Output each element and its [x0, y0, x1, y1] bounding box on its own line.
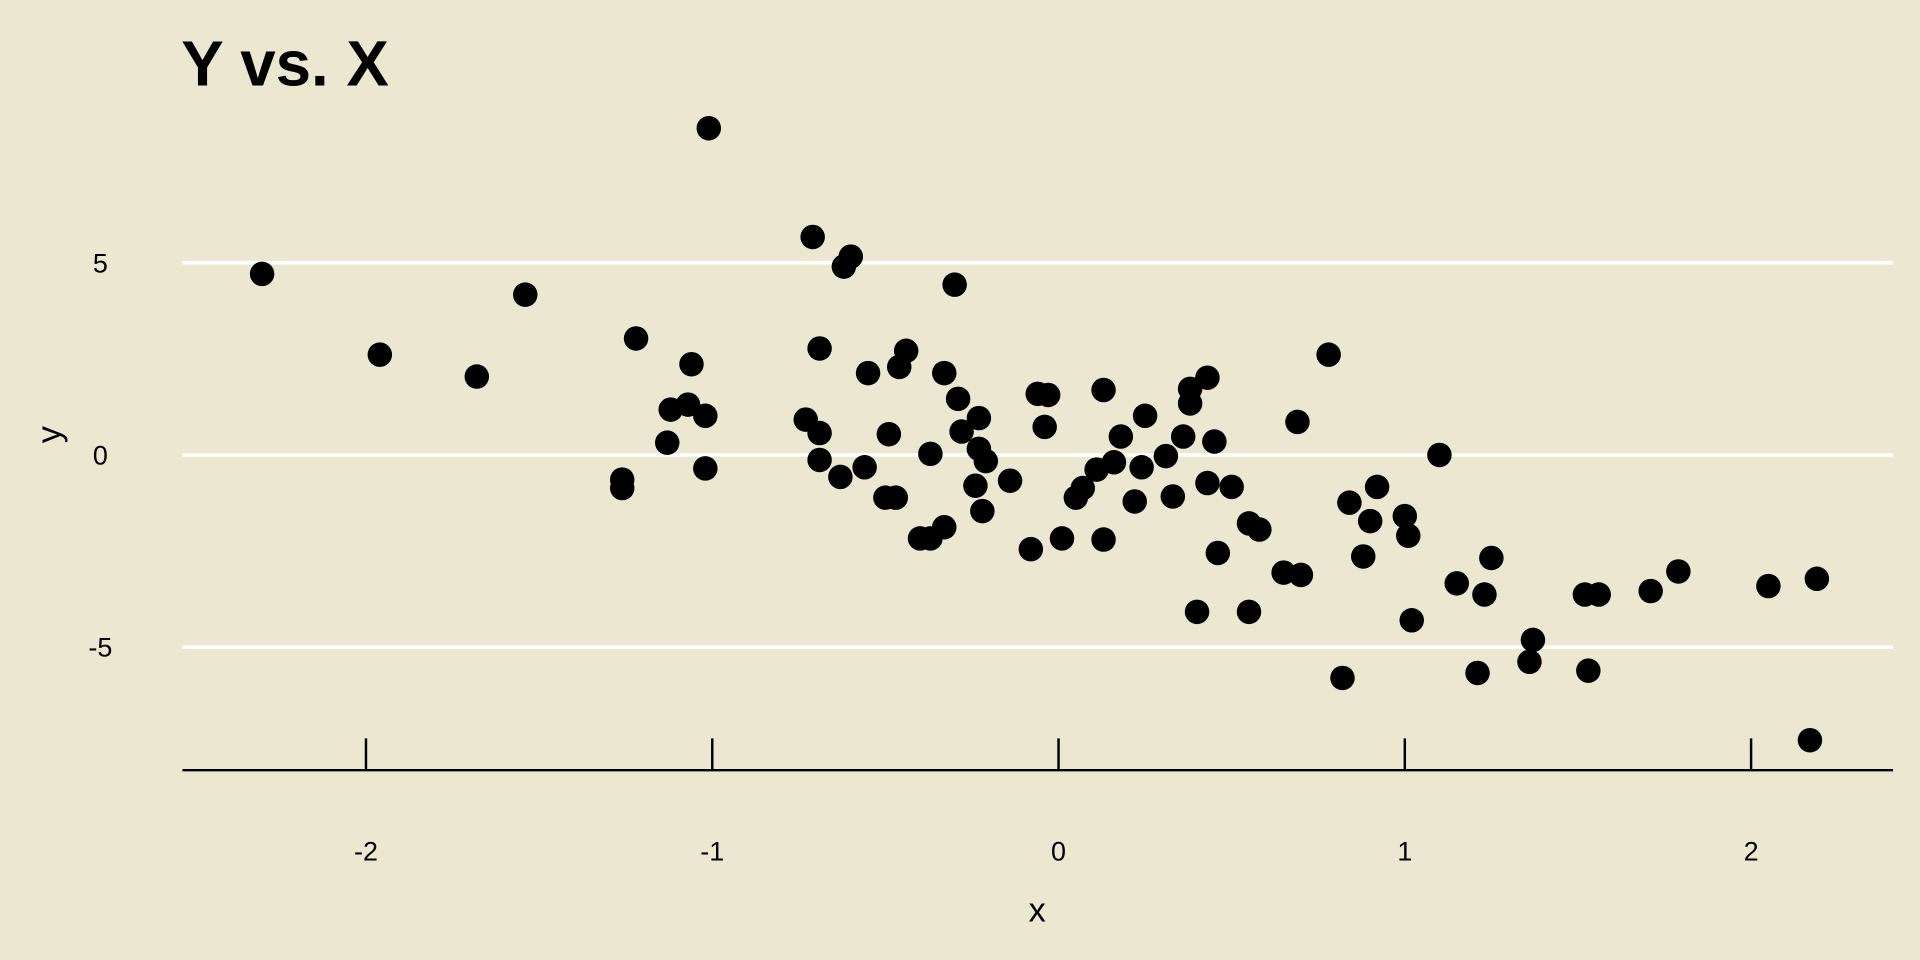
point	[852, 455, 877, 480]
point	[464, 364, 490, 389]
point	[883, 485, 909, 510]
point	[828, 464, 853, 490]
point	[1032, 414, 1057, 440]
point	[1219, 474, 1244, 500]
point	[1160, 484, 1186, 509]
point	[1202, 429, 1227, 454]
point	[1205, 540, 1231, 566]
point	[1472, 582, 1497, 607]
point	[1396, 523, 1421, 548]
point	[831, 254, 857, 279]
point	[1479, 545, 1504, 571]
point	[1399, 608, 1424, 633]
point	[1444, 571, 1469, 596]
point	[970, 498, 995, 524]
x-tick-label: -2	[354, 837, 378, 867]
point	[367, 342, 393, 367]
point	[679, 351, 704, 377]
point	[1756, 573, 1781, 599]
point	[1520, 627, 1546, 653]
point	[973, 448, 999, 474]
point	[963, 473, 988, 498]
point	[249, 261, 275, 287]
point	[942, 272, 967, 297]
x-tick-label: 2	[1744, 837, 1759, 867]
point	[855, 360, 881, 386]
point	[807, 420, 832, 446]
point	[1184, 599, 1210, 625]
point	[1177, 376, 1203, 402]
point	[1195, 365, 1220, 390]
point	[654, 430, 680, 455]
point	[807, 336, 832, 361]
point	[1392, 503, 1418, 529]
point	[966, 405, 992, 431]
point	[1049, 526, 1075, 551]
point	[1063, 485, 1089, 510]
point	[1517, 649, 1542, 675]
point	[997, 468, 1023, 493]
point	[932, 360, 957, 386]
point	[1170, 424, 1196, 449]
point	[807, 447, 832, 473]
x-tick-label: 1	[1397, 837, 1412, 867]
y-tick-label: -5	[88, 633, 112, 663]
point	[1129, 455, 1154, 480]
point	[1364, 474, 1390, 500]
point	[1195, 470, 1220, 496]
point	[1316, 342, 1341, 367]
point	[1638, 578, 1663, 604]
point	[886, 354, 912, 380]
point	[1666, 559, 1691, 584]
point	[1091, 377, 1116, 403]
x-tick-label: -1	[700, 837, 724, 867]
point	[693, 403, 718, 429]
point	[1153, 443, 1179, 469]
point	[918, 526, 943, 551]
point	[1122, 489, 1147, 514]
point	[1091, 527, 1116, 552]
point	[1084, 457, 1109, 482]
point	[1247, 517, 1272, 542]
point	[1018, 536, 1044, 562]
point	[949, 419, 974, 444]
point	[1337, 490, 1362, 515]
point	[675, 392, 701, 417]
point	[623, 326, 649, 351]
point	[1427, 442, 1452, 468]
point	[1108, 424, 1134, 449]
point	[876, 421, 902, 447]
y-tick-label: 5	[93, 248, 108, 278]
point	[1357, 508, 1383, 534]
y-tick-label: 0	[93, 441, 108, 471]
point	[918, 441, 943, 467]
point	[1132, 403, 1158, 429]
point	[1236, 599, 1262, 625]
chart-title: Y vs. X	[181, 28, 389, 99]
x-tick-label: 0	[1051, 837, 1066, 867]
point	[1797, 727, 1823, 753]
point	[1804, 566, 1830, 592]
y-axis-title: y	[30, 425, 68, 443]
point	[1576, 658, 1601, 683]
point	[945, 386, 971, 412]
point	[1330, 665, 1355, 691]
point	[1285, 409, 1310, 435]
point	[1351, 544, 1376, 569]
point	[1035, 382, 1061, 408]
point	[1288, 562, 1314, 588]
point	[1465, 660, 1490, 686]
x-axis-title: x	[1029, 891, 1046, 929]
point	[800, 224, 825, 250]
point	[1586, 582, 1611, 607]
point	[609, 475, 635, 501]
point	[513, 282, 538, 307]
point	[693, 456, 718, 481]
point	[696, 115, 722, 141]
